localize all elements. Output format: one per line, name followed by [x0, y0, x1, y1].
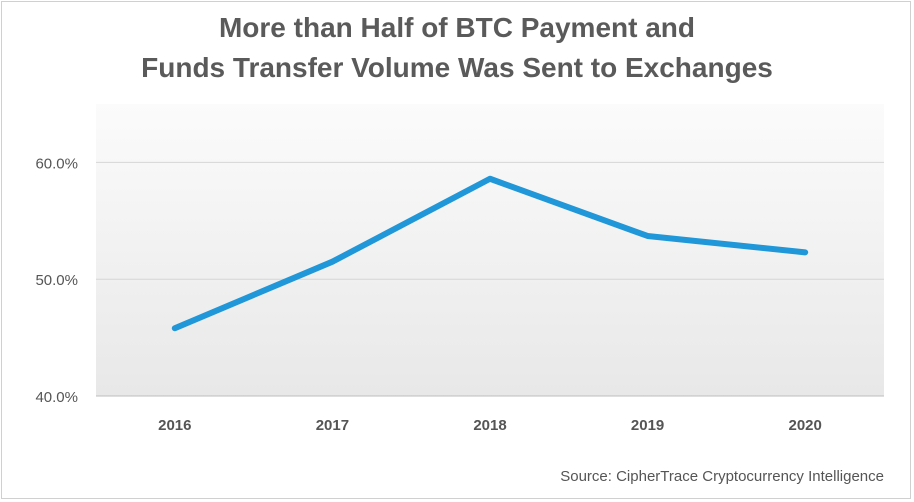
- source-note: Source: CipherTrace Cryptocurrency Intel…: [560, 468, 884, 485]
- x-tick-label: 2016: [158, 417, 191, 434]
- x-tick-label: 2020: [789, 417, 822, 434]
- chart-title-line-2: Funds Transfer Volume Was Sent to Exchan…: [141, 52, 773, 83]
- x-tick-label: 2018: [473, 417, 506, 434]
- chart-title-line-1: More than Half of BTC Payment and: [218, 12, 696, 43]
- series-layer: [171, 175, 809, 332]
- x-tick-label: 2017: [316, 417, 349, 434]
- y-tick-label: 40.0%: [35, 389, 78, 406]
- y-axis-labels: 40.0% 50.0% 60.0%: [35, 155, 78, 406]
- x-axis-labels: 2016 2017 2018 2019 2020: [158, 417, 822, 434]
- x-tick-label: 2019: [631, 417, 664, 434]
- gridlines: [96, 161, 884, 397]
- plot-area: [96, 104, 884, 396]
- y-tick-label: 60.0%: [35, 155, 78, 172]
- y-tick-label: 50.0%: [35, 272, 78, 289]
- chart-title: More than Half of BTC Payment and Funds …: [2, 8, 912, 88]
